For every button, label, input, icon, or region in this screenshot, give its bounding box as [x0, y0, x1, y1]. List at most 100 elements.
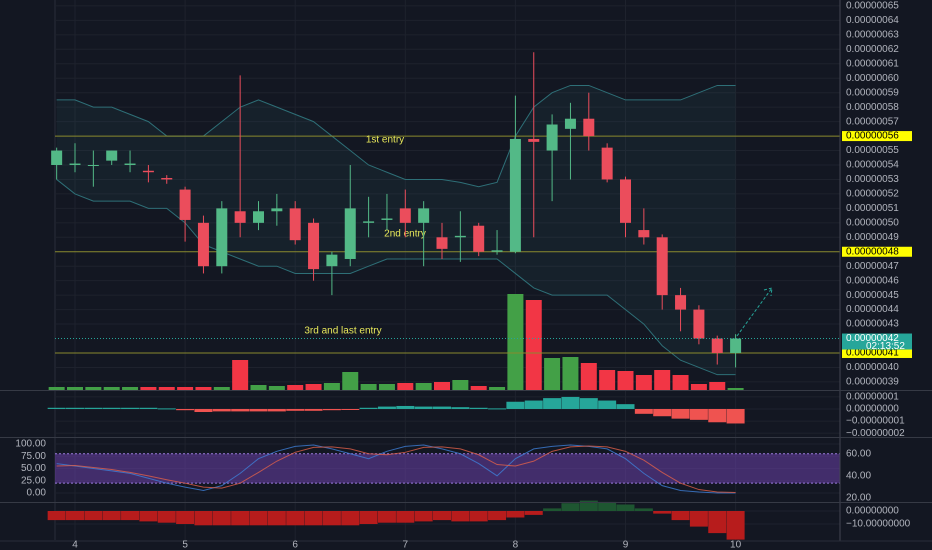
histogram-bar	[157, 510, 176, 523]
y2-tick-label: 20.00	[846, 493, 871, 504]
volume-bar	[103, 387, 120, 390]
y-tick-label: 0.00000065	[846, 1, 899, 12]
histogram-bar	[616, 504, 635, 511]
candle-body	[399, 208, 411, 223]
y-tick-label: 0.00000040	[846, 362, 899, 373]
y-tick-label: 0.00000054	[846, 160, 899, 171]
histogram-bar	[524, 400, 543, 409]
x-tick-label: 9	[623, 540, 629, 550]
histogram-bar	[524, 510, 543, 515]
y-tick-label: 0.00000058	[846, 102, 899, 113]
histogram-bar	[634, 508, 653, 511]
level-label-bg	[842, 131, 912, 142]
candle-body	[142, 170, 154, 173]
volume-bar	[489, 387, 506, 390]
candle-body	[216, 208, 228, 267]
candle-body	[179, 189, 191, 220]
histogram-bar	[451, 510, 470, 522]
histogram-bar	[469, 510, 488, 522]
histogram-bar	[671, 510, 690, 521]
candle-body	[234, 211, 246, 223]
histogram-bar	[598, 501, 617, 511]
histogram-bar	[433, 510, 451, 521]
y-tick-label: 0.00000039	[846, 377, 899, 388]
x-tick-label: 6	[292, 540, 298, 550]
histogram-bar	[102, 510, 121, 521]
volume-bar	[654, 370, 671, 390]
histogram-bar	[176, 510, 195, 525]
candle-body	[271, 208, 283, 212]
volume-bar	[360, 384, 377, 390]
band-fill	[55, 453, 840, 484]
x-tick-label: 8	[513, 540, 519, 550]
histogram-bar	[47, 407, 66, 409]
volume-bar	[122, 387, 139, 390]
volume-bar	[323, 383, 340, 390]
histogram-bar	[66, 510, 84, 521]
volume-bar	[250, 385, 267, 390]
candle-body	[289, 208, 301, 241]
candle-body	[363, 221, 375, 223]
grid	[54, 0, 840, 540]
candle-body	[197, 222, 209, 267]
countdown-label: 02:13:52	[866, 341, 905, 352]
volume-bar	[48, 387, 65, 390]
y-tick-label: 0.00000060	[846, 73, 899, 84]
y-tick-label: 0.00000064	[846, 15, 899, 26]
candle-body	[730, 338, 742, 353]
y-tick-label: 0.00000043	[846, 319, 899, 330]
volume-bar	[177, 387, 194, 390]
volume-bar	[690, 384, 707, 390]
candle-body	[344, 208, 356, 259]
volume-bar	[213, 387, 230, 390]
volume-bar	[525, 300, 542, 390]
y-tick-label: 0.00000053	[846, 174, 899, 185]
band-lower	[56, 179, 736, 376]
histogram-bar	[359, 510, 378, 525]
last-price-bg	[842, 333, 912, 350]
volume-bar	[378, 384, 395, 390]
histogram-bar	[84, 510, 103, 521]
volume-bar	[562, 357, 579, 390]
candle-body	[711, 338, 723, 353]
candle-body	[51, 150, 63, 165]
histogram-bar	[249, 408, 268, 412]
histogram-bar	[451, 407, 470, 409]
histogram-bar	[689, 408, 708, 420]
volume-bar	[85, 387, 102, 390]
histogram-bar	[212, 510, 231, 526]
histogram-bar	[708, 408, 727, 423]
y-tick-label: 0.00000055	[846, 145, 899, 156]
volume-bar	[709, 382, 726, 390]
candle-body	[601, 147, 613, 180]
histogram-bar	[84, 407, 103, 409]
histogram-bar	[579, 500, 598, 511]
histogram-bar	[689, 510, 708, 527]
y-tick-label: 0.00000044	[846, 304, 899, 315]
y-tick-label: 0.00000000	[846, 506, 899, 517]
histogram-bar	[634, 408, 653, 414]
candle-body	[106, 150, 118, 161]
histogram-bar	[66, 407, 84, 409]
histogram-bar	[139, 510, 158, 522]
histogram-bar	[543, 508, 562, 511]
candle-body	[69, 163, 81, 165]
candle-body	[528, 138, 540, 142]
histogram-bar	[231, 510, 250, 526]
x-tick-label: 7	[403, 540, 409, 550]
candle-body	[564, 118, 576, 129]
histogram-bar	[726, 408, 745, 424]
histogram-bar	[176, 408, 195, 411]
y2-tick-label: 60.00	[846, 449, 871, 460]
histogram-bar	[267, 510, 286, 526]
level-label: 0.00000041	[846, 348, 899, 359]
volume-bar	[67, 387, 83, 390]
histogram-bar	[249, 510, 268, 526]
histogram-bar	[396, 405, 415, 409]
volume-bar	[635, 375, 652, 390]
histogram-bar	[304, 408, 323, 411]
y-tick-label: 0.00	[27, 488, 47, 499]
histogram-bar	[506, 401, 525, 409]
candle-body	[509, 138, 521, 252]
